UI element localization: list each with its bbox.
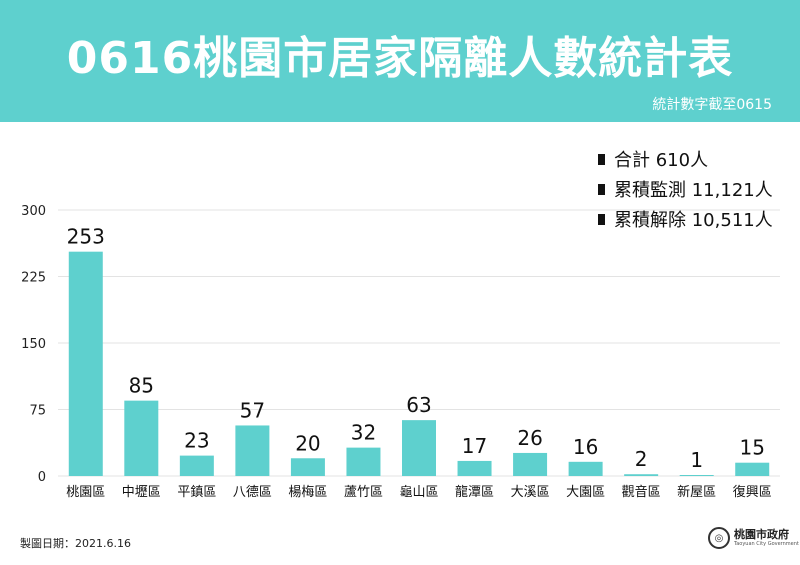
data-label: 15 [740, 436, 765, 460]
summary-released-value: 10,511人 [691, 210, 773, 231]
data-label: 17 [462, 434, 487, 458]
y-tick-label: 0 [38, 470, 46, 485]
x-tick-label: 桃園區 [66, 485, 105, 500]
x-tick-label: 大溪區 [511, 485, 550, 500]
summary-released-label: 累積解除 [614, 210, 686, 231]
y-tick-label: 150 [21, 337, 46, 352]
city-seal-icon: ◎ [708, 527, 730, 549]
x-tick-label: 龍潭區 [455, 484, 494, 500]
bullet-icon [598, 213, 605, 225]
bullet-icon [598, 183, 605, 195]
x-tick-label: 蘆竹區 [344, 485, 383, 500]
bar [235, 425, 270, 476]
bar [568, 461, 603, 476]
x-tick-label: 龜山區 [399, 485, 438, 500]
bar [735, 462, 770, 476]
data-label: 63 [406, 393, 431, 417]
bar [179, 455, 214, 476]
data-label: 85 [129, 374, 154, 398]
data-label: 23 [184, 429, 209, 453]
bar [402, 420, 436, 476]
data-label: 20 [295, 431, 320, 455]
summary-released: 累積解除 10,511人 [598, 204, 798, 234]
government-logo: ◎ 桃園市政府 Taoyuan City Government [708, 527, 799, 549]
summary-total-value: 610人 [655, 150, 709, 171]
chart-date: 製圖日期：2021.6.16 [20, 537, 131, 550]
bar [290, 458, 325, 476]
bar [513, 452, 548, 476]
government-name-en: Taoyuan City Government [734, 541, 799, 547]
y-tick-label: 75 [29, 404, 46, 419]
x-tick-label: 觀音區 [622, 484, 661, 500]
data-label: 26 [517, 426, 542, 450]
data-label: 57 [240, 398, 265, 422]
x-tick-label: 中壢區 [122, 485, 161, 500]
government-name: 桃園市政府 [734, 528, 789, 541]
summary-panel: 合計 610人 累積監測 11,121人 累積解除 10,511人 [598, 144, 798, 234]
x-tick-label: 八德區 [233, 485, 272, 500]
data-label: 32 [351, 421, 376, 445]
summary-monitored-label: 累積監測 [614, 180, 686, 201]
page-title: 0616桃園市居家隔離人數統計表 [66, 33, 734, 84]
data-label: 16 [573, 435, 598, 459]
data-label: 2 [635, 447, 648, 471]
x-tick-label: 新屋區 [677, 484, 716, 500]
summary-monitored: 累積監測 11,121人 [598, 174, 798, 204]
y-tick-label: 225 [21, 271, 46, 286]
y-tick-label: 300 [21, 204, 46, 219]
summary-total-label: 合計 [614, 150, 650, 171]
bar [346, 447, 381, 476]
bar [457, 460, 492, 476]
data-label: 1 [690, 448, 703, 472]
bar-chart: 0 75 150 225 300 253 桃園區 85 中壢區 23 平鎮區 57 八德區 20 楊梅區 32… [21, 204, 780, 500]
header-banner [0, 0, 800, 122]
bar [68, 251, 103, 476]
x-tick-label: 大園區 [566, 485, 605, 500]
x-tick-label: 楊梅區 [288, 484, 327, 500]
bar [124, 400, 159, 476]
x-tick-label: 復興區 [733, 484, 772, 500]
summary-total: 合計 610人 [598, 144, 798, 174]
summary-monitored-value: 11,121人 [691, 180, 773, 201]
bar [624, 474, 659, 476]
x-tick-label: 平鎮區 [177, 484, 216, 500]
data-label: 253 [67, 225, 105, 249]
data-cutoff-note: 統計數字截至0615 [652, 97, 772, 113]
bar [679, 475, 714, 476]
bullet-icon [598, 153, 605, 165]
